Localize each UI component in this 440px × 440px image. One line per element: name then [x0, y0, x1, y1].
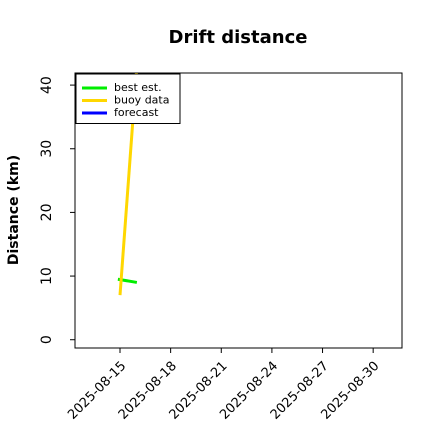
legend-label: best est. — [114, 81, 162, 94]
y-tick-label: 10 — [39, 267, 55, 285]
y-tick-label: 40 — [39, 76, 55, 94]
y-tick-label: 0 — [39, 335, 55, 344]
y-axis-label: Distance (km) — [6, 155, 22, 265]
plot-frame — [74, 72, 403, 349]
chart-title: Drift distance — [169, 27, 308, 48]
legend-box — [75, 73, 181, 124]
legend-label: buoy data — [114, 94, 169, 107]
y-tick-label: 20 — [39, 203, 55, 221]
legend-label: forecast — [114, 106, 159, 119]
y-tick-label: 30 — [39, 140, 55, 158]
